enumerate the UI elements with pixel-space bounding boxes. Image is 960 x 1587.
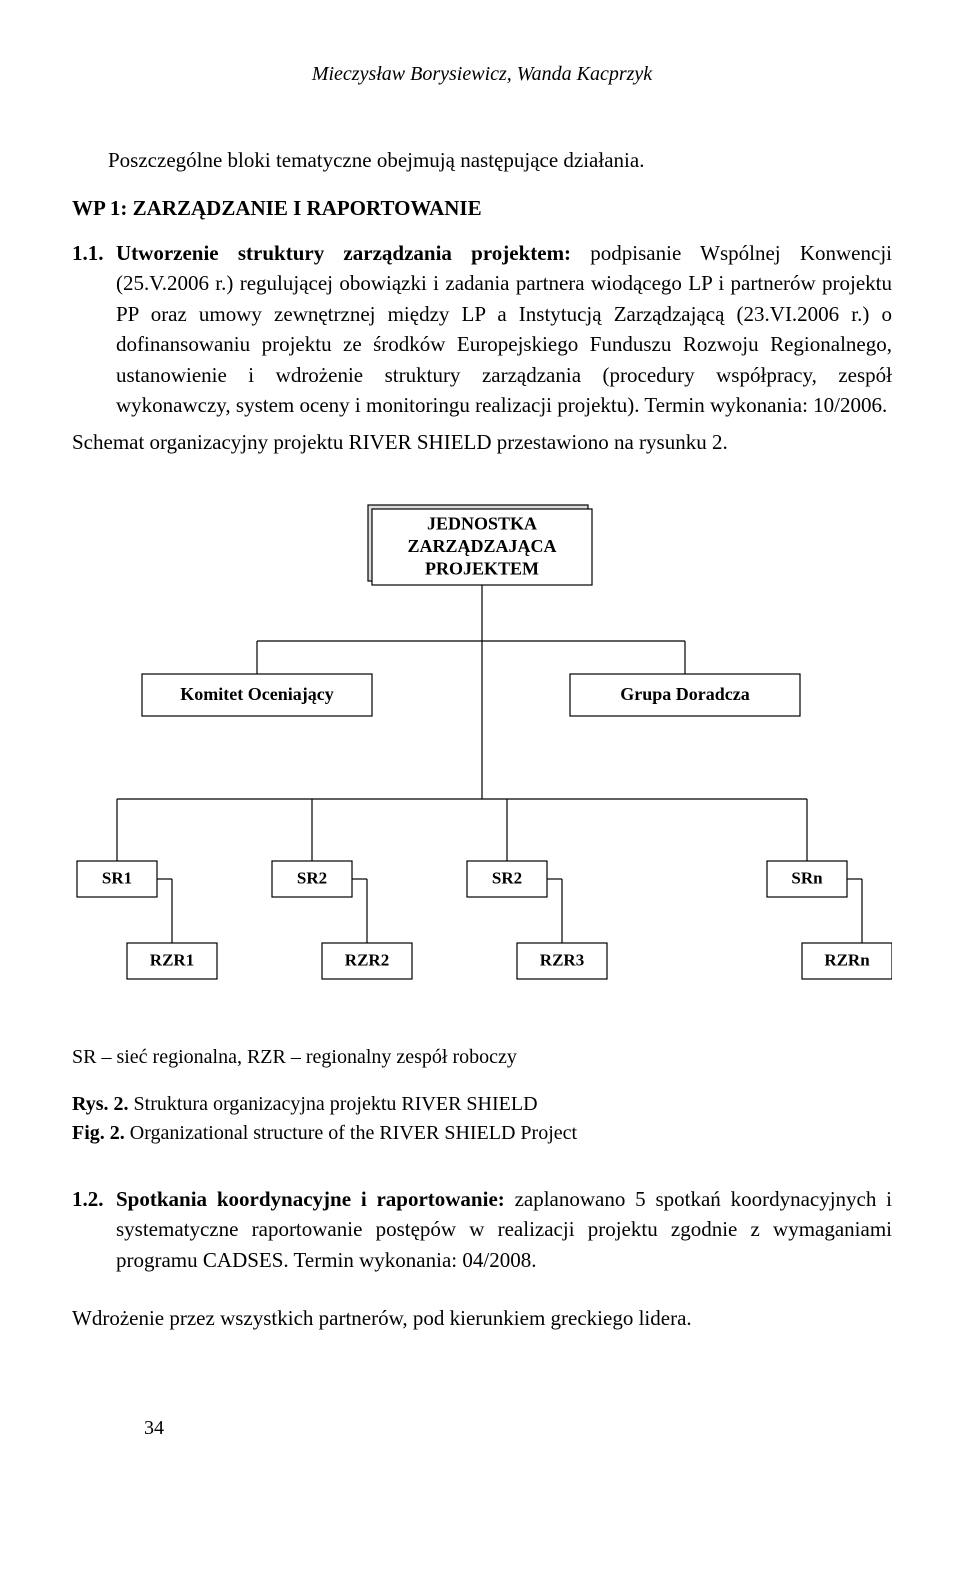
- figure-caption: Rys. 2. Struktura organizacyjna projektu…: [72, 1090, 892, 1148]
- svg-text:SR1: SR1: [102, 869, 132, 888]
- svg-text:SR2: SR2: [297, 869, 327, 888]
- org-chart-svg: JEDNOSTKA ZARZĄDZAJĄCAPROJEKTEM Komitet Oc…: [72, 499, 892, 1019]
- svg-text:SR2: SR2: [492, 869, 522, 888]
- caption-en-text: Organizational structure of the RIVER SH…: [130, 1122, 577, 1144]
- schema-line: Schemat organizacyjny projektu RIVER SHI…: [72, 427, 892, 457]
- svg-text:RZRn: RZRn: [824, 951, 870, 970]
- figure-2: JEDNOSTKA ZARZĄDZAJĄCAPROJEKTEM Komitet Oc…: [72, 499, 892, 1019]
- item-1-1-number: 1.1.: [72, 238, 116, 268]
- item-1-1: 1.1. Utworzenie struktury zarządzania pr…: [72, 238, 892, 421]
- svg-text:SRn: SRn: [791, 869, 823, 888]
- svg-text:Komitet Oceniający: Komitet Oceniający: [180, 684, 333, 704]
- item-1-2: 1.2. Spotkania koordynacyjne i raportowa…: [72, 1184, 892, 1275]
- svg-text:RZR2: RZR2: [345, 951, 389, 970]
- header-authors: Mieczysław Borysiewicz, Wanda Kacprzyk: [72, 60, 892, 89]
- item-1-2-number: 1.2.: [72, 1184, 116, 1214]
- svg-text:RZR3: RZR3: [540, 951, 584, 970]
- item-1-1-body: Utworzenie struktury zarządzania projekt…: [116, 238, 892, 421]
- closing-line: Wdrożenie przez wszystkich partnerów, po…: [72, 1303, 892, 1333]
- svg-text:RZR1: RZR1: [150, 951, 194, 970]
- svg-text:Grupa Doradcza: Grupa Doradcza: [620, 684, 750, 704]
- item-1-2-lead: Spotkania koordynacyjne i raportowanie:: [116, 1187, 505, 1211]
- figure-legend: SR – sieć regionalna, RZR – regionalny z…: [72, 1043, 892, 1072]
- item-1-1-lead: Utworzenie struktury zarządzania projekt…: [116, 241, 571, 265]
- item-1-2-body: Spotkania koordynacyjne i raportowanie: …: [116, 1184, 892, 1275]
- svg-text:JEDNOSTKA: JEDNOSTKA: [427, 513, 537, 533]
- svg-text:PROJEKTEM: PROJEKTEM: [425, 558, 539, 578]
- caption-pl-text: Struktura organizacyjna projektu RIVER S…: [134, 1093, 538, 1115]
- intro-paragraph: Poszczególne bloki tematyczne obejmują n…: [72, 145, 892, 175]
- page-number: 34: [144, 1414, 164, 1443]
- caption-en-label: Fig. 2.: [72, 1122, 125, 1144]
- svg-text:ZARZĄDZAJĄCA: ZARZĄDZAJĄCA: [407, 536, 556, 556]
- caption-pl-label: Rys. 2.: [72, 1093, 129, 1115]
- item-1-1-rest: podpisanie Wspólnej Konwencji (25.V.2006…: [116, 241, 892, 417]
- wp1-title: WP 1: ZARZĄDZANIE I RAPORTOWANIE: [72, 193, 892, 223]
